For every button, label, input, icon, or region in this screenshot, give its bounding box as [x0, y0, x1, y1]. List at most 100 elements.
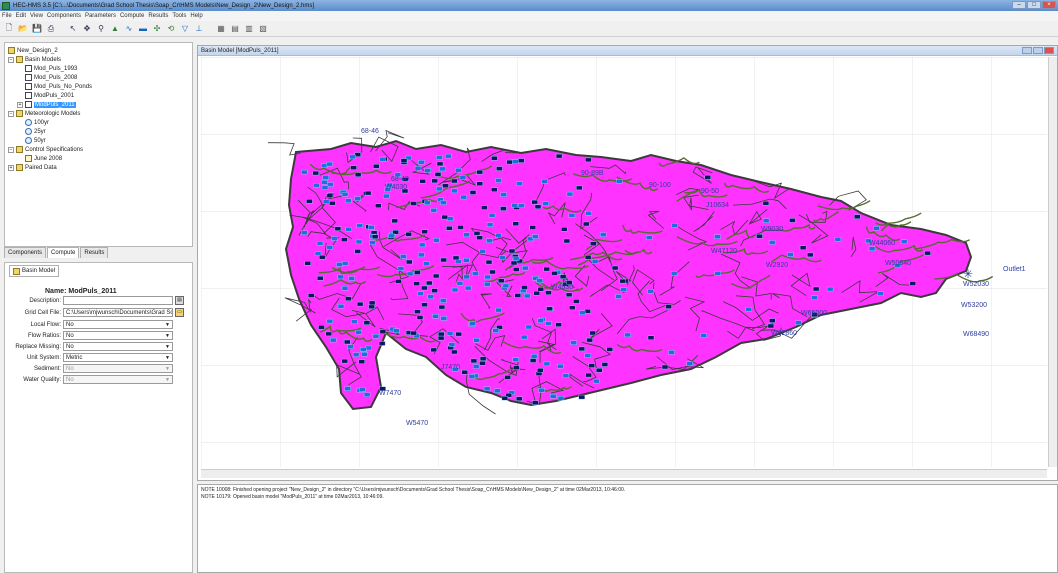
element-icon[interactable] — [578, 394, 585, 400]
element-icon[interactable] — [326, 193, 334, 199]
element-icon[interactable] — [834, 236, 842, 242]
element-icon[interactable] — [451, 287, 459, 293]
junction-icon[interactable]: ✣ — [153, 24, 161, 33]
element-icon[interactable] — [505, 393, 512, 398]
tab-results[interactable]: Results — [80, 247, 109, 258]
element-icon[interactable] — [585, 157, 592, 163]
element-icon[interactable] — [492, 328, 499, 333]
element-icon[interactable] — [430, 347, 438, 353]
flow-ratios-select[interactable]: No ▼ — [63, 331, 173, 340]
menu-tools[interactable]: Tools — [172, 13, 187, 19]
element-icon[interactable] — [578, 346, 585, 352]
element-icon[interactable] — [426, 280, 433, 286]
element-icon[interactable] — [417, 291, 424, 296]
element-icon[interactable] — [355, 330, 362, 335]
tree-basin-model[interactable]: Mod_Puls_2008 — [25, 73, 77, 82]
element-icon[interactable] — [436, 161, 444, 167]
element-icon[interactable] — [391, 218, 399, 224]
tree-basin-model-selected[interactable]: + ModPuls_2011 — [17, 101, 76, 108]
element-icon[interactable] — [616, 178, 623, 184]
element-icon[interactable] — [421, 229, 428, 234]
element-icon[interactable] — [565, 292, 573, 298]
element-label[interactable]: W53200 — [961, 302, 987, 309]
element-icon[interactable] — [518, 203, 525, 208]
element-icon[interactable] — [532, 400, 539, 405]
element-icon[interactable] — [316, 276, 324, 281]
element-label[interactable]: W7470 — [379, 390, 401, 397]
element-label[interactable]: W66000 — [801, 310, 827, 317]
element-icon[interactable] — [437, 335, 445, 341]
element-icon[interactable] — [536, 278, 543, 284]
element-icon[interactable] — [591, 259, 599, 264]
local-flow-select[interactable]: No ▼ — [63, 320, 173, 329]
element-icon[interactable] — [405, 155, 413, 161]
tree-met-model[interactable]: 100yr — [25, 118, 49, 127]
element-icon[interactable] — [481, 205, 488, 210]
element-icon[interactable] — [446, 216, 454, 222]
element-icon[interactable] — [768, 240, 776, 245]
element-icon[interactable] — [566, 280, 573, 285]
element-icon[interactable] — [620, 287, 627, 292]
element-icon[interactable] — [326, 318, 333, 324]
element-icon[interactable] — [400, 254, 407, 259]
element-icon[interactable] — [354, 249, 362, 254]
sink-icon[interactable]: ⊥ — [195, 24, 203, 33]
element-icon[interactable] — [601, 362, 609, 367]
element-icon[interactable] — [464, 285, 472, 291]
element-icon[interactable] — [512, 159, 519, 164]
element-icon[interactable] — [714, 234, 721, 239]
element-icon[interactable] — [646, 235, 653, 240]
element-icon[interactable] — [354, 172, 362, 178]
element-icon[interactable] — [557, 364, 564, 369]
element-icon[interactable] — [313, 182, 320, 188]
element-icon[interactable] — [542, 201, 549, 206]
element-icon[interactable] — [812, 286, 820, 292]
menu-compute[interactable]: Compute — [119, 13, 145, 19]
element-icon[interactable] — [588, 363, 595, 368]
element-icon[interactable] — [484, 274, 491, 280]
element-icon[interactable] — [473, 231, 481, 236]
element-icon[interactable] — [451, 188, 458, 194]
element-icon[interactable] — [341, 192, 349, 197]
element-icon[interactable] — [354, 152, 361, 157]
element-icon[interactable] — [486, 238, 493, 244]
tree-paired-data[interactable]: + Paired Data — [8, 164, 57, 171]
element-label[interactable]: 90-100 — [649, 182, 671, 189]
element-label[interactable]: W68490 — [963, 331, 989, 338]
element-icon[interactable] — [469, 190, 477, 195]
element-label[interactable]: W4930 — [551, 284, 573, 291]
element-icon[interactable] — [344, 339, 351, 345]
element-label[interactable]: W4030 — [385, 184, 407, 191]
expand-icon[interactable]: + — [17, 101, 23, 108]
element-icon[interactable] — [321, 185, 329, 190]
element-icon[interactable] — [457, 225, 464, 230]
element-icon[interactable] — [423, 261, 430, 266]
description-input[interactable] — [63, 296, 173, 305]
element-icon[interactable] — [472, 271, 479, 277]
element-icon[interactable] — [431, 178, 439, 184]
minimize-button[interactable]: – — [1012, 1, 1026, 9]
element-icon[interactable] — [506, 159, 513, 165]
element-icon[interactable] — [359, 387, 366, 392]
element-icon[interactable] — [510, 260, 518, 266]
element-icon[interactable] — [468, 374, 476, 379]
reservoir-icon[interactable]: ▬ — [139, 24, 147, 33]
tree-basin-model[interactable]: Mod_Puls_No_Ponds — [25, 82, 92, 91]
element-icon[interactable] — [799, 245, 807, 250]
element-icon[interactable] — [347, 344, 354, 349]
element-icon[interactable] — [538, 388, 545, 393]
element-icon[interactable] — [405, 232, 412, 237]
element-icon[interactable] — [671, 223, 678, 228]
element-icon[interactable] — [473, 338, 480, 343]
element-icon[interactable] — [596, 368, 603, 373]
tree-root[interactable]: New_Design_2 — [8, 46, 58, 55]
element-icon[interactable] — [518, 158, 525, 163]
element-icon[interactable] — [451, 349, 458, 355]
element-icon[interactable] — [434, 172, 442, 177]
element-icon[interactable] — [532, 234, 539, 239]
element-icon[interactable] — [530, 354, 538, 359]
element-icon[interactable] — [364, 190, 372, 196]
element-icon[interactable] — [354, 196, 361, 201]
element-icon[interactable] — [532, 276, 539, 281]
element-icon[interactable] — [525, 324, 533, 330]
